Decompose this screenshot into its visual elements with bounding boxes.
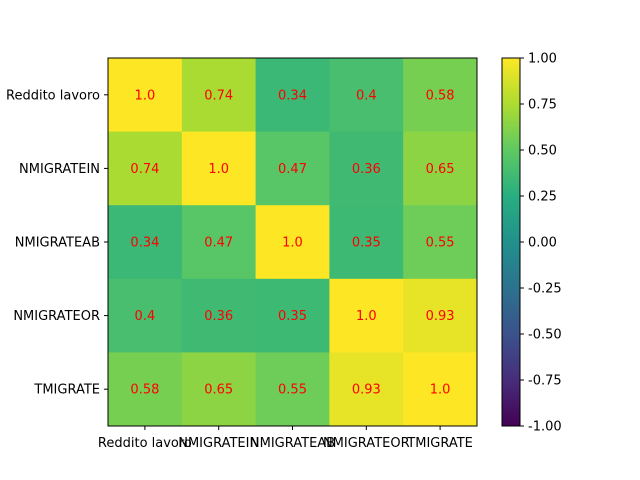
colorbar-tick-label: 0.50 xyxy=(528,144,557,159)
cell-value-label: 0.93 xyxy=(352,383,381,398)
cell-value-label: 1.0 xyxy=(282,236,303,251)
cell-value-label: 1.0 xyxy=(356,309,377,324)
x-tick-label: NMIGRATEAB xyxy=(250,436,335,451)
heatmap-cell xyxy=(329,352,404,427)
heatmap-cell xyxy=(403,131,478,206)
heatmap-cell xyxy=(108,205,183,280)
heatmap-cell xyxy=(255,205,330,280)
y-tick-label: NMIGRATEOR xyxy=(13,309,100,324)
cell-value-label: 0.47 xyxy=(204,236,233,251)
cell-value-label: 1.0 xyxy=(430,383,451,398)
cell-value-label: 0.34 xyxy=(130,236,159,251)
heatmap-cell xyxy=(181,352,257,427)
y-tick-label: TMIGRATE xyxy=(33,383,100,398)
cell-value-label: 0.65 xyxy=(204,383,233,398)
cell-value-label: 0.4 xyxy=(356,88,377,103)
y-tick-label: NMIGRATEIN xyxy=(19,162,100,177)
heatmap-cell xyxy=(403,352,478,427)
cell-value-label: 0.55 xyxy=(278,383,307,398)
colorbar-tick-label: 0.25 xyxy=(528,190,557,205)
cell-value-label: 1.0 xyxy=(135,88,156,103)
y-axis-ticks: Reddito lavoro NMIGRATEIN NMIGRATEAB NMIGRA… xyxy=(6,88,108,398)
colorbar-ticks: 1.00 0.75 0.50 0.25 0.00 -0.25 -0.50 -0.75 -1.00 xyxy=(520,52,562,435)
cell-value-label: 0.58 xyxy=(130,383,159,398)
colorbar-tick-label: -1.00 xyxy=(528,420,562,435)
cell-value-label: 0.36 xyxy=(204,309,233,324)
heatmap-cell xyxy=(181,278,257,353)
y-tick-label: NMIGRATEAB xyxy=(15,236,100,251)
x-tick-label: NMIGRATEIN xyxy=(178,436,259,451)
cell-value-label: 0.47 xyxy=(278,162,307,177)
heatmap-cell xyxy=(403,278,478,353)
cell-value-label: 0.4 xyxy=(135,309,156,324)
cell-value-label: 0.58 xyxy=(426,88,455,103)
heatmap-cell xyxy=(403,205,478,280)
cell-value-label: 0.55 xyxy=(426,236,455,251)
heatmap-cell xyxy=(181,205,257,280)
cell-value-label: 0.35 xyxy=(352,236,381,251)
cell-annotations: 1.0 0.74 0.34 0.4 0.58 0.74 1.0 0.47 0.36 0.65 0.3… xyxy=(130,88,454,397)
heatmap-cell xyxy=(108,58,183,133)
heatmap-cell xyxy=(255,278,330,353)
x-tick-label: TMIGRATE xyxy=(406,436,473,451)
x-axis-ticks: Reddito lavoroNMIGRATEINNMIGRATEABNMIGRA… xyxy=(98,426,473,451)
cell-value-label: 1.0 xyxy=(208,162,229,177)
heatmap-cell xyxy=(255,58,330,133)
heatmap-cell xyxy=(108,278,183,353)
heatmap-cell xyxy=(329,131,404,206)
heatmap-cell xyxy=(181,58,257,133)
cell-value-label: 0.74 xyxy=(204,88,233,103)
heatmap-cell xyxy=(329,205,404,280)
heatmap-cell xyxy=(108,352,183,427)
heatmap-cell xyxy=(403,58,478,133)
cell-value-label: 0.93 xyxy=(426,309,455,324)
colorbar xyxy=(501,57,521,427)
heatmap-cells xyxy=(108,58,478,427)
y-tick-label: Reddito lavoro xyxy=(6,88,100,103)
colorbar-tick-label: -0.75 xyxy=(528,374,562,389)
heatmap-cell xyxy=(255,131,330,206)
colorbar-tick-label: 1.00 xyxy=(528,52,557,67)
cell-value-label: 0.36 xyxy=(352,162,381,177)
heatmap-cell xyxy=(108,131,183,206)
heatmap-cell xyxy=(255,352,330,427)
colorbar-tick-label: -0.50 xyxy=(528,328,562,343)
cell-value-label: 0.35 xyxy=(278,309,307,324)
cell-value-label: 0.65 xyxy=(426,162,455,177)
colorbar-tick-label: -0.25 xyxy=(528,282,562,297)
colorbar-tick-label: 0.00 xyxy=(528,236,557,251)
heatmap-cell xyxy=(329,58,404,133)
x-tick-label: Reddito lavoro xyxy=(98,436,192,451)
x-tick-label: NMIGRATEOR xyxy=(323,436,410,451)
cell-value-label: 0.74 xyxy=(130,162,159,177)
heatmap-cell xyxy=(329,278,404,353)
colorbar-tick-label: 0.75 xyxy=(528,98,557,113)
heatmap-cell xyxy=(181,131,257,206)
cell-value-label: 0.34 xyxy=(278,88,307,103)
